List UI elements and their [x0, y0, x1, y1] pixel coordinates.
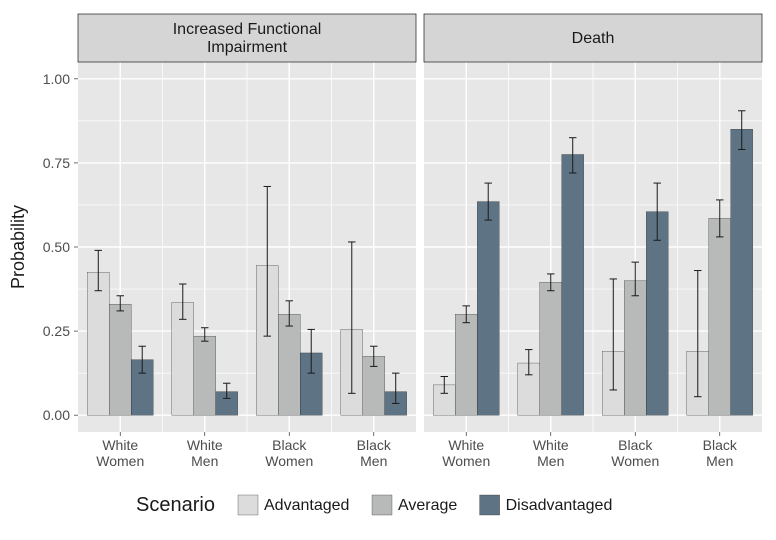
- x-tick-label: Women: [442, 453, 490, 469]
- bar: [109, 304, 131, 415]
- legend-key: [238, 495, 258, 515]
- bar: [194, 336, 216, 415]
- y-tick-label: 1.00: [43, 71, 70, 87]
- x-tick-label: White: [102, 437, 138, 453]
- x-tick-label: Women: [96, 453, 144, 469]
- x-tick-label: Black: [618, 437, 653, 453]
- panel-title: Increased Functional: [173, 21, 322, 38]
- legend-label: Disadvantaged: [506, 497, 613, 514]
- bar: [646, 212, 668, 416]
- x-tick-label: Women: [611, 453, 659, 469]
- y-tick-label: 0.75: [43, 155, 70, 171]
- legend-label: Average: [398, 497, 457, 514]
- x-tick-label: Men: [191, 453, 218, 469]
- x-tick-label: Men: [537, 453, 564, 469]
- y-tick-label: 0.50: [43, 239, 70, 255]
- x-tick-label: Black: [703, 437, 738, 453]
- bar: [731, 129, 753, 415]
- x-tick-label: Women: [265, 453, 313, 469]
- x-tick-label: Men: [360, 453, 387, 469]
- legend-label: Advantaged: [264, 497, 349, 514]
- facet-chart: Probability0.000.250.500.751.00WhiteWome…: [0, 0, 776, 540]
- x-tick-label: Men: [706, 453, 733, 469]
- bar: [477, 202, 499, 416]
- bar: [87, 272, 109, 415]
- x-tick-label: Black: [357, 437, 392, 453]
- x-tick-label: White: [448, 437, 484, 453]
- bar: [562, 155, 584, 416]
- bar: [709, 218, 731, 415]
- x-tick-label: White: [187, 437, 223, 453]
- bar: [540, 282, 562, 415]
- y-axis-title: Probability: [8, 205, 28, 289]
- bar: [624, 281, 646, 416]
- y-tick-label: 0.25: [43, 323, 70, 339]
- y-tick-label: 0.00: [43, 407, 70, 423]
- x-tick-label: White: [533, 437, 569, 453]
- legend-key: [372, 495, 392, 515]
- bar: [278, 314, 300, 415]
- panel-title: Death: [572, 30, 615, 47]
- bar: [455, 314, 477, 415]
- legend-title: Scenario: [136, 494, 215, 516]
- x-tick-label: Black: [272, 437, 307, 453]
- legend-key: [480, 495, 500, 515]
- panel-title: Impairment: [207, 39, 288, 56]
